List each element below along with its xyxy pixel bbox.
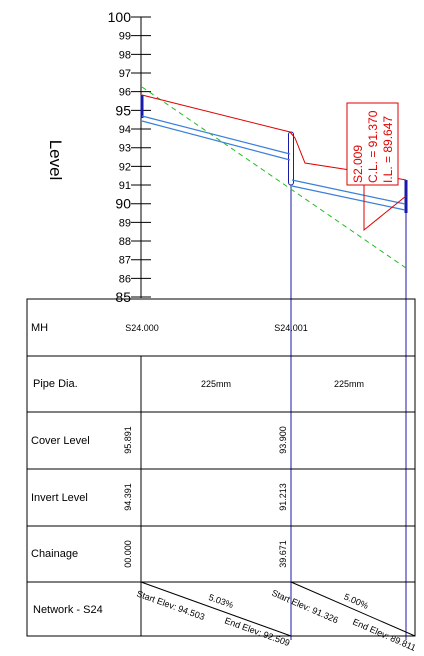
pipe-2-bottom	[291, 185, 406, 211]
axis-tick-label: 96	[119, 87, 131, 99]
chainage-1: 00.000	[123, 540, 133, 568]
chainage-2: 39.671	[278, 540, 288, 568]
axis-tick-label: 100	[108, 9, 132, 25]
invert-level-2: 91.213	[278, 483, 288, 511]
mh-name-2: S24.001	[274, 323, 308, 333]
axis-tick-label: 97	[119, 68, 131, 80]
axis-ticks: 100 99 98 97 96 95 94 93 92 91 90 89 88 87 86 85	[108, 9, 151, 305]
row-label-mh: MH	[31, 322, 48, 334]
row-label-invert-level: Invert Level	[31, 492, 88, 504]
cover-level-2: 93.900	[278, 426, 288, 454]
axis-tick-label: 91	[119, 180, 131, 192]
axis-tick-label: 99	[119, 31, 131, 43]
axis-tick-label: 87	[119, 255, 131, 267]
callout-label-3: I.L. = 89.647	[381, 116, 395, 183]
invert-level-1: 94.391	[123, 483, 133, 511]
axis-tick-label: 92	[119, 161, 131, 173]
axis-tick-label: 89	[119, 217, 131, 229]
pipe-1-top	[141, 115, 291, 155]
pipe-2-top	[291, 179, 406, 205]
network-gradient-2: 5.00%	[342, 592, 369, 611]
network-slope-1	[140, 581, 292, 637]
network-start-elev-2: Start Elev: 91.326	[270, 588, 340, 626]
axis-title: Level	[46, 140, 65, 181]
axis-tick-label: 95	[115, 102, 131, 118]
data-table-border	[26, 298, 416, 637]
row-label-cover-level: Cover Level	[31, 435, 90, 447]
cover-level-1: 95.891	[123, 426, 133, 454]
callout-label-1: S2.009	[351, 145, 365, 183]
axis-tick-label: 94	[119, 124, 131, 136]
network-slope-2	[290, 581, 416, 637]
network-end-elev-1: End Elev: 92.509	[223, 615, 291, 648]
network-start-elev-1: Start Elev: 94.503	[135, 588, 206, 622]
pipe-1-bottom	[141, 120, 291, 161]
row-label-network: Network - S24	[33, 604, 103, 616]
callout-leader	[363, 185, 407, 232]
pipe-dia-1: 225mm	[201, 379, 231, 389]
axis-tick-label: 85	[115, 289, 131, 305]
pipe-dia-2: 225mm	[334, 379, 364, 389]
mh-name-1: S24.000	[125, 323, 159, 333]
callout-box	[346, 102, 399, 186]
axis-tick-label: 88	[119, 236, 131, 248]
axis-tick-label: 98	[119, 49, 131, 61]
callout-label-2: C.L. = 91.370	[366, 110, 380, 183]
row-label-pipe-dia: Pipe Dia.	[33, 378, 78, 390]
manhole-shaft-s24-001	[288, 131, 294, 186]
axis-tick-label: 86	[119, 273, 131, 285]
row-label-chainage: Chainage	[31, 548, 78, 560]
axis-tick-label: 90	[115, 196, 131, 212]
axis-tick-label: 93	[119, 143, 131, 155]
